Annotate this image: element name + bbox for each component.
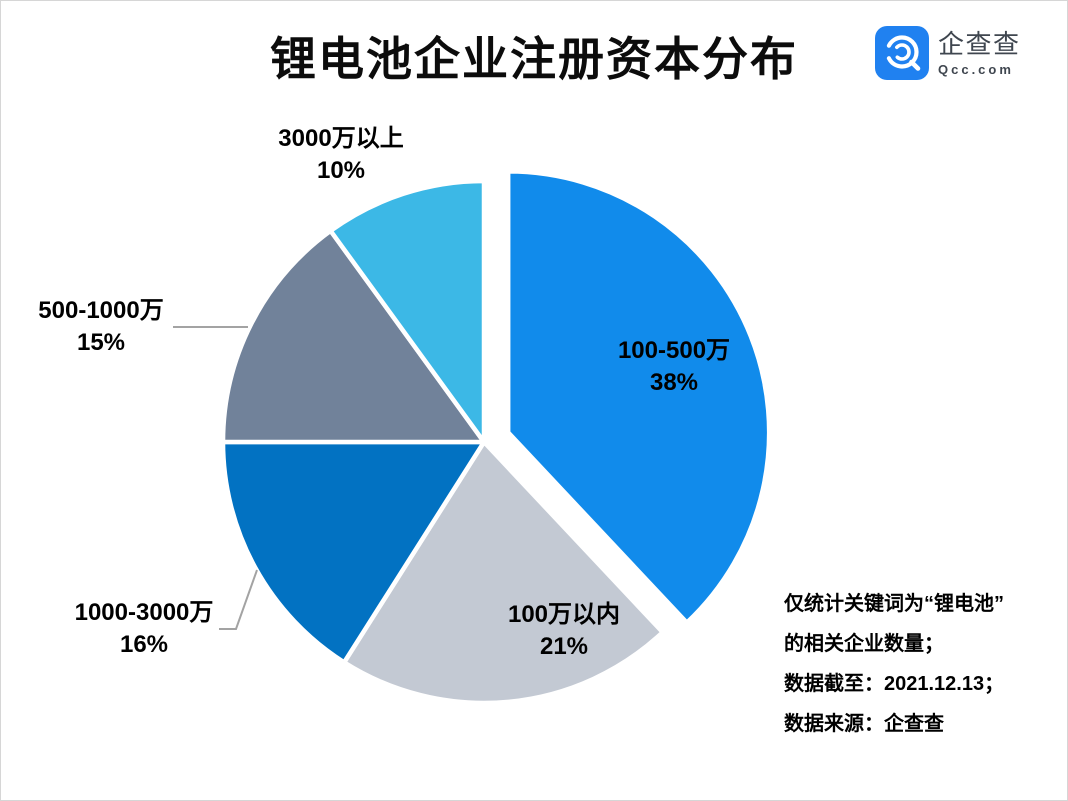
slice-label-500-1000: 500-1000万 15% xyxy=(38,295,163,359)
qcc-q-spiral-icon xyxy=(875,26,929,80)
slice-label-text: 500-1000万 xyxy=(38,297,164,324)
footnotes: 仅统计关键词为“锂电池” 的相关企业数量； 数据截至：2021.12.13； 数… xyxy=(784,584,1004,744)
qcc-logo-text: 企查查 Qcc.com xyxy=(938,29,1021,77)
slice-label-pct: 21% xyxy=(539,633,589,660)
qcc-logo-name: 企查查 xyxy=(938,29,1021,59)
slice-label-text: 100万以内 xyxy=(507,601,621,628)
page-title: 锂电池企业注册资本分布 xyxy=(270,33,798,85)
qcc-logo: 企查查 Qcc.com xyxy=(875,24,1035,82)
footnote-line: 数据来源：企查查 xyxy=(784,713,944,735)
slice-label-text: 100-500万 xyxy=(617,337,731,364)
slice-label-pct: 10% xyxy=(316,157,366,184)
pie-slice-100万以内 xyxy=(341,439,665,706)
footnote-line: 数据截至：2021.12.13； xyxy=(784,673,1005,695)
slice-label-pct: 38% xyxy=(649,369,699,396)
footnote-line: 的相关企业数量； xyxy=(784,633,944,655)
slice-label-3000-above: 3000万以上 10% xyxy=(278,123,403,187)
slice-label-100-below: 100万以内 21% xyxy=(508,599,620,663)
pie-slice-3000万以上 xyxy=(328,178,487,445)
slice-label-text: 3000万以上 xyxy=(278,125,404,152)
qcc-logo-domain: Qcc.com xyxy=(938,62,1014,77)
slice-label-pct: 15% xyxy=(76,329,126,356)
slice-label-pct: 16% xyxy=(119,631,169,658)
pie-slice-1000-3000万 xyxy=(220,439,487,665)
slice-label-100-500: 100-500万 38% xyxy=(618,335,730,399)
pie-slices xyxy=(220,169,772,706)
pie-slice-100-500万 xyxy=(505,169,772,625)
footnote-line: 仅统计关键词为“锂电池” xyxy=(784,593,1004,615)
slice-label-1000-3000: 1000-3000万 16% xyxy=(75,597,214,661)
leader-line-1000-3000 xyxy=(219,569,258,630)
slice-label-text: 1000-3000万 xyxy=(74,599,214,626)
pie-slice-500-1000万 xyxy=(220,228,487,445)
